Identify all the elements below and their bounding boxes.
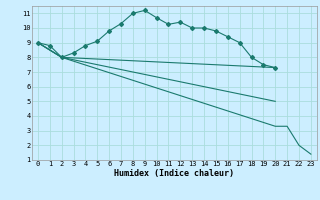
- X-axis label: Humidex (Indice chaleur): Humidex (Indice chaleur): [115, 169, 234, 178]
